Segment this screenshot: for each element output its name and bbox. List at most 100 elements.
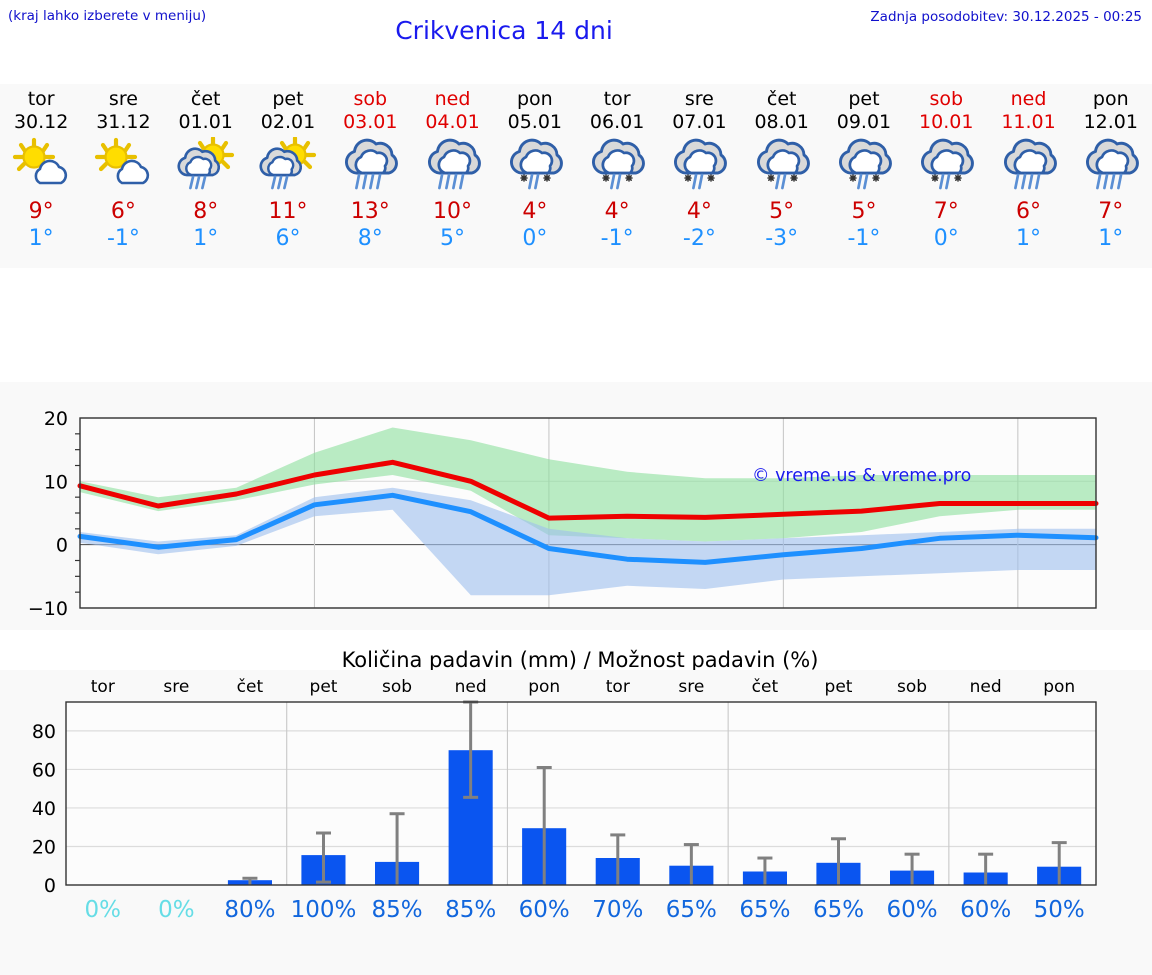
svg-text:60%: 60%: [887, 897, 938, 923]
cloud-rain-icon: [987, 134, 1069, 198]
day-column[interactable]: čet 08.01 5° -3°: [741, 84, 823, 268]
min-temperature-label: -2°: [682, 226, 716, 251]
max-temperature-label: 4°: [604, 199, 630, 224]
day-of-week-label: tor: [603, 88, 631, 110]
day-column[interactable]: pet 09.01 5° -1°: [823, 84, 905, 268]
svg-text:čet: čet: [752, 677, 779, 697]
max-temperature-label: 4°: [686, 199, 712, 224]
day-date-label: 05.01: [507, 111, 563, 133]
svg-text:−10: −10: [28, 598, 68, 620]
day-column[interactable]: tor 06.01 4° -1°: [576, 84, 658, 268]
last-updated-label: Zadnja posodobitev: 30.12.2025 - 00:25: [870, 9, 1142, 25]
menu-hint-label: (kraj lahko izberete v meniju): [8, 8, 207, 24]
day-of-week-label: pon: [1092, 88, 1129, 110]
copyright-label: © vreme.us & vreme.pro: [752, 466, 972, 486]
min-temperature-label: 5°: [440, 226, 466, 251]
day-of-week-label: pet: [848, 88, 880, 110]
svg-text:65%: 65%: [813, 897, 864, 923]
min-temperature-label: -1°: [106, 226, 140, 251]
cloud-sleet-icon: [658, 134, 740, 198]
day-column[interactable]: ned 04.01 10° 5°: [411, 84, 493, 268]
max-temperature-label: 4°: [522, 199, 548, 224]
day-date-label: 06.01: [589, 111, 645, 133]
day-column[interactable]: tor 30.12 9° 1°: [0, 84, 82, 268]
svg-text:65%: 65%: [739, 897, 790, 923]
day-of-week-label: sob: [353, 88, 388, 110]
svg-text:pet: pet: [310, 677, 338, 697]
precipitation-chart-title: Količina padavin (mm) / Možnost padavin …: [341, 648, 819, 672]
sun-cloud-rain-icon: [247, 134, 329, 198]
max-temperature-label: 13°: [350, 199, 390, 224]
max-temperature-label: 10°: [433, 199, 473, 224]
day-date-label: 04.01: [425, 111, 480, 133]
min-temperature-label: -1°: [847, 226, 881, 251]
svg-text:60: 60: [32, 759, 56, 781]
svg-text:40: 40: [32, 798, 56, 820]
day-date-label: 12.01: [1083, 111, 1138, 133]
min-temperature-label: -3°: [765, 226, 799, 251]
svg-text:50%: 50%: [1034, 897, 1085, 923]
page-title: Crikvenica 14 dni: [395, 16, 613, 45]
max-temperature-label: 5°: [769, 199, 795, 224]
day-date-label: 07.01: [672, 111, 727, 133]
page-header: (kraj lahko izberete v meniju) Crikvenic…: [0, 0, 1152, 48]
day-column[interactable]: sre 31.12 6° -1°: [82, 84, 164, 268]
svg-text:0: 0: [56, 535, 68, 557]
day-column[interactable]: čet 01.01 8° 1°: [165, 84, 247, 268]
min-temperature-label: 8°: [357, 226, 383, 251]
max-temperature-label: 7°: [933, 199, 959, 224]
svg-text:pon: pon: [528, 677, 560, 697]
svg-text:ned: ned: [455, 677, 487, 697]
cloud-sleet-icon: [823, 134, 905, 198]
day-column[interactable]: sre 07.01 4° -2°: [658, 84, 740, 268]
sun-cloud-rain-icon: [165, 134, 247, 198]
svg-text:100%: 100%: [291, 897, 357, 923]
sun-cloud-icon: [0, 134, 82, 198]
svg-text:pet: pet: [825, 677, 853, 697]
day-of-week-label: pon: [516, 88, 553, 110]
day-of-week-label: sob: [929, 88, 964, 110]
sun-cloud-icon: [82, 134, 164, 198]
max-temperature-label: 9°: [28, 199, 54, 224]
cloud-rain-icon: [411, 134, 493, 198]
svg-text:tor: tor: [606, 677, 630, 697]
min-temperature-label: 0°: [522, 226, 548, 251]
cloud-sleet-icon: [741, 134, 823, 198]
svg-text:tor: tor: [91, 677, 115, 697]
min-temperature-label: 1°: [193, 226, 219, 251]
cloud-sleet-icon: [576, 134, 658, 198]
day-date-label: 02.01: [260, 111, 316, 133]
day-column[interactable]: sob 03.01 13° 8°: [329, 84, 411, 268]
day-column[interactable]: sob 10.01 7° 0°: [905, 84, 987, 268]
svg-text:0: 0: [44, 875, 56, 897]
svg-text:pon: pon: [1043, 677, 1075, 697]
min-temperature-label: 0°: [933, 226, 959, 251]
day-date-label: 30.12: [13, 111, 69, 133]
svg-text:0%: 0%: [85, 897, 122, 923]
cloud-rain-icon: [329, 134, 411, 198]
day-date-label: 08.01: [754, 111, 809, 133]
day-of-week-label: tor: [27, 88, 55, 110]
day-of-week-label: ned: [434, 88, 471, 110]
day-date-label: 31.12: [96, 111, 151, 133]
cloud-sleet-icon: [905, 134, 987, 198]
svg-text:sob: sob: [897, 677, 927, 697]
max-temperature-label: 11°: [268, 199, 308, 224]
day-of-week-label: čet: [190, 88, 221, 110]
max-temperature-label: 5°: [851, 199, 877, 224]
day-column[interactable]: pet 02.01 11° 6°: [247, 84, 329, 268]
svg-text:20: 20: [32, 836, 56, 858]
day-date-label: 01.01: [178, 111, 233, 133]
svg-text:ned: ned: [970, 677, 1002, 697]
svg-text:80: 80: [32, 721, 56, 743]
day-column[interactable]: pon 12.01 7° 1°: [1070, 84, 1152, 268]
max-temperature-label: 7°: [1098, 199, 1124, 224]
day-column[interactable]: ned 11.01 6° 1°: [987, 84, 1069, 268]
svg-text:čet: čet: [237, 677, 264, 697]
cloud-rain-icon: [1070, 134, 1152, 198]
max-temperature-label: 6°: [1016, 199, 1042, 224]
max-temperature-label: 8°: [193, 199, 219, 224]
min-temperature-label: 6°: [275, 226, 301, 251]
day-date-label: 09.01: [836, 111, 892, 133]
day-column[interactable]: pon 05.01 4° 0°: [494, 84, 576, 268]
